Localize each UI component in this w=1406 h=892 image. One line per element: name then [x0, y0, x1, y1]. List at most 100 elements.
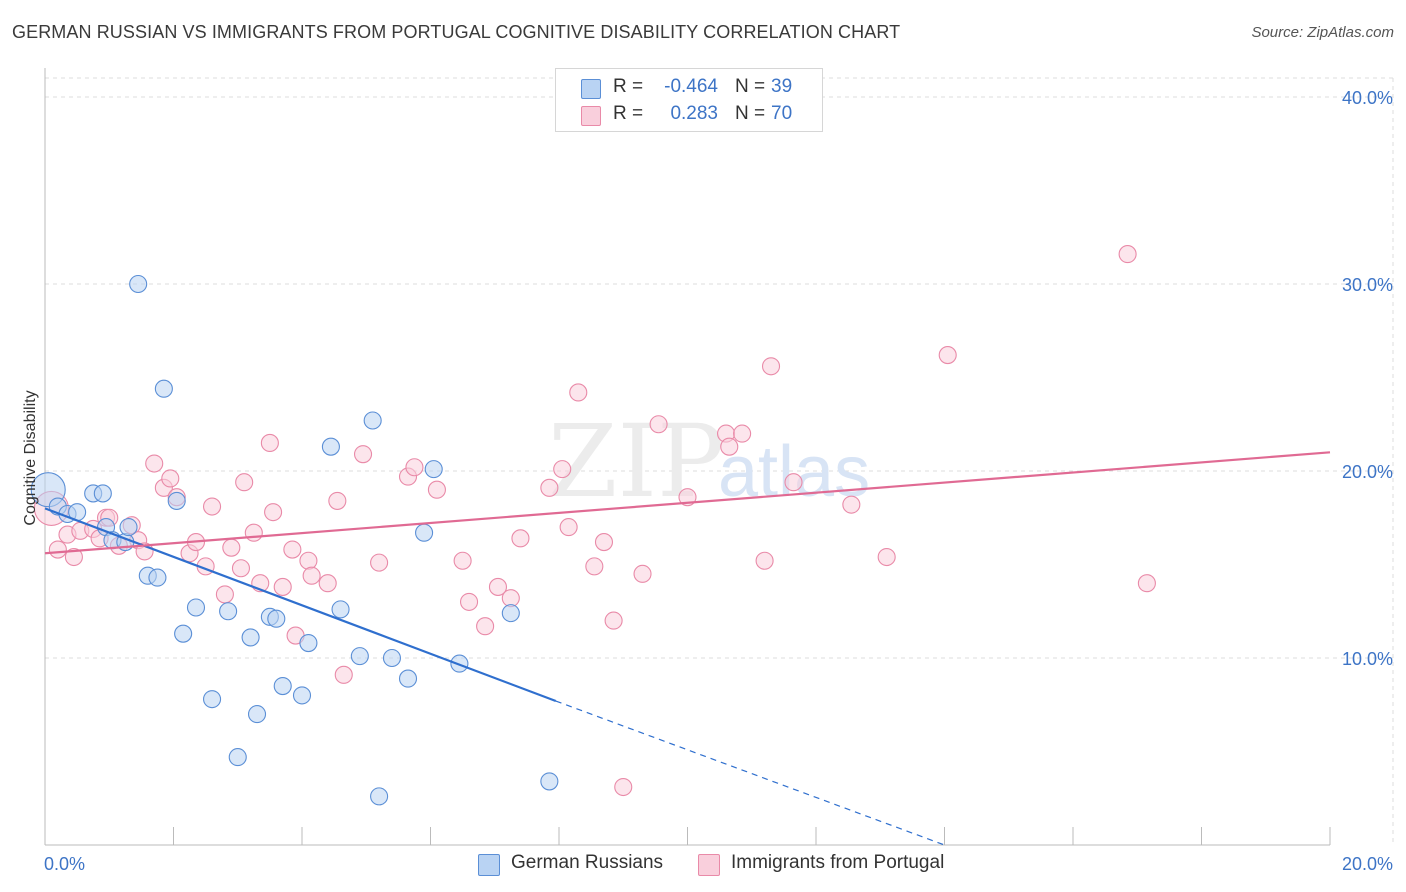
point-immigrants-portugal — [64, 547, 83, 567]
point-german-russians — [93, 484, 112, 503]
point-immigrants-portugal — [594, 533, 614, 552]
point-german-russians — [292, 686, 312, 705]
point-immigrants-portugal — [633, 564, 652, 583]
point-immigrants-portugal — [222, 538, 241, 557]
point-immigrants-portugal — [488, 577, 508, 596]
point-german-russians — [370, 787, 389, 806]
y-tick-label: 10.0% — [1342, 649, 1393, 669]
legend-row-german-russians: R = -0.464 N = 39 — [556, 74, 822, 102]
point-immigrants-portugal — [235, 473, 254, 492]
point-immigrants-portugal — [1137, 574, 1156, 593]
points-layer — [30, 245, 1156, 806]
point-german-russians — [167, 491, 186, 510]
point-immigrants-portugal — [453, 551, 472, 570]
point-german-russians — [398, 669, 418, 688]
point-german-russians — [228, 748, 247, 767]
point-immigrants-portugal — [540, 478, 559, 497]
point-german-russians — [119, 518, 138, 537]
x-tick-label: 0.0% — [44, 854, 85, 874]
point-german-russians — [129, 274, 148, 294]
point-german-russians — [363, 411, 382, 430]
point-immigrants-portugal — [511, 529, 530, 548]
point-german-russians — [501, 604, 520, 623]
legend-swatch-pink — [581, 106, 601, 126]
legend-r-value: 0.283 — [670, 103, 718, 124]
chart-title: GERMAN RUSSIAN VS IMMIGRANTS FROM PORTUG… — [12, 22, 901, 42]
point-immigrants-portugal — [614, 777, 633, 797]
y-tick-label: 30.0% — [1342, 275, 1393, 295]
source-label: Source: ZipAtlas.com — [1251, 24, 1394, 41]
legend-n-label: N = — [735, 103, 766, 124]
point-immigrants-portugal — [273, 577, 292, 596]
point-german-russians — [186, 598, 206, 617]
point-german-russians — [273, 676, 292, 696]
trend-line-immigrants-portugal — [44, 451, 1331, 555]
point-immigrants-portugal — [476, 617, 495, 636]
point-immigrants-portugal — [842, 495, 861, 514]
point-immigrants-portugal — [302, 566, 321, 585]
point-immigrants-portugal — [784, 473, 803, 492]
point-immigrants-portugal — [553, 460, 572, 479]
point-immigrants-portugal — [755, 551, 774, 570]
point-german-russians — [267, 609, 286, 628]
legend-row-immigrants-portugal: R = 0.283 N = 70 — [556, 101, 822, 129]
point-german-russians — [382, 648, 402, 668]
point-immigrants-portugal — [264, 503, 283, 522]
legend-n-value: 70 — [771, 103, 793, 124]
legend-n-value: 39 — [771, 76, 793, 97]
point-immigrants-portugal — [328, 491, 347, 510]
point-immigrants-portugal — [299, 551, 318, 570]
point-immigrants-portugal — [244, 523, 263, 542]
axis-layer — [44, 68, 1331, 846]
point-immigrants-portugal — [203, 497, 222, 516]
point-immigrants-portugal — [938, 346, 957, 365]
point-immigrants-portugal — [405, 458, 424, 477]
point-german-russians — [203, 690, 222, 709]
point-immigrants-portugal — [604, 611, 623, 630]
y-tick-label: 20.0% — [1342, 462, 1393, 482]
point-immigrants-portugal — [353, 445, 373, 464]
watermark: ZIP atlas — [548, 403, 870, 520]
point-immigrants-portugal — [318, 574, 337, 593]
trend-line-german-russians-extension — [555, 700, 945, 846]
point-immigrants-portugal — [145, 454, 164, 473]
point-immigrants-portugal — [761, 357, 781, 376]
point-immigrants-portugal — [559, 518, 578, 537]
y-axis-label: Cognitive Disability — [22, 390, 39, 525]
point-german-russians — [154, 379, 173, 398]
trend-line-german-russians — [44, 507, 557, 703]
point-immigrants-portugal — [720, 437, 739, 456]
legend-r-label: R = — [613, 76, 644, 97]
point-immigrants-portugal — [370, 553, 389, 572]
point-immigrants-portugal — [649, 415, 668, 434]
point-immigrants-portugal — [585, 557, 604, 576]
point-german-russians — [148, 568, 167, 587]
legend-n-label: N = — [735, 76, 766, 97]
point-german-russians — [247, 705, 267, 724]
point-german-russians — [219, 602, 238, 621]
bottom-legend-label: Immigrants from Portugal — [731, 852, 945, 873]
point-immigrants-portugal — [215, 585, 234, 604]
point-immigrants-portugal — [260, 433, 279, 453]
legend-r-value: -0.464 — [664, 76, 718, 97]
point-immigrants-portugal — [427, 480, 446, 499]
point-german-russians — [540, 772, 559, 791]
trend-lines-layer — [44, 451, 1331, 846]
point-immigrants-portugal — [283, 540, 302, 559]
y-tick-label: 40.0% — [1342, 88, 1393, 108]
bottom-legend-label: German Russians — [511, 852, 664, 873]
point-immigrants-portugal — [569, 383, 588, 402]
point-german-russians — [299, 633, 318, 653]
bottom-legend-swatch-pink — [698, 854, 720, 876]
bottom-legend-swatch-blue — [478, 854, 500, 876]
point-german-russians — [331, 600, 350, 619]
point-german-russians — [350, 647, 369, 666]
point-immigrants-portugal — [1118, 245, 1137, 264]
point-german-russians — [415, 523, 434, 542]
correlation-legend: R = -0.464 N = 39 R = 0.283 N = 70 — [555, 68, 823, 132]
legend-swatch-blue — [581, 79, 601, 99]
point-german-russians — [174, 624, 193, 643]
point-immigrants-portugal — [459, 592, 479, 611]
legend-r-label: R = — [613, 103, 644, 124]
